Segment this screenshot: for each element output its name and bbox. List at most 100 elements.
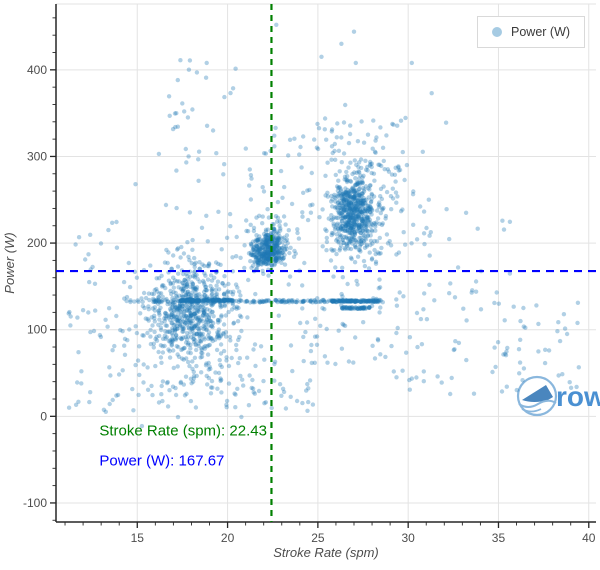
- scatter-point: [173, 327, 178, 332]
- scatter-point: [185, 304, 190, 309]
- scatter-point: [340, 297, 345, 303]
- scatter-point: [366, 195, 371, 200]
- scatter-point: [384, 232, 390, 237]
- scatter-point: [279, 260, 284, 265]
- scatter-point: [342, 207, 347, 212]
- scatter-point: [184, 297, 189, 303]
- scatter-point: [175, 306, 180, 311]
- scatter-point: [353, 191, 358, 196]
- scatter-point: [562, 326, 568, 331]
- scatter-point: [356, 225, 362, 230]
- scatter-point: [278, 299, 284, 305]
- scatter-point: [322, 307, 327, 312]
- scatter-point: [214, 298, 219, 303]
- scatter-point: [407, 387, 412, 392]
- scatter-point: [181, 335, 186, 340]
- scatter-point: [184, 282, 189, 288]
- scatter-point: [201, 280, 207, 285]
- scatter-point: [154, 286, 159, 292]
- scatter-point: [347, 189, 352, 194]
- scatter-point: [230, 292, 235, 297]
- scatter-point: [122, 352, 128, 357]
- scatter-point: [331, 299, 336, 304]
- scatter-point: [284, 246, 289, 252]
- scatter-point: [363, 167, 369, 172]
- scatter-point: [365, 203, 370, 208]
- scatter-point: [367, 183, 373, 188]
- scatter-point: [185, 334, 191, 339]
- scatter-point: [175, 319, 181, 324]
- scatter-point: [356, 223, 361, 228]
- scatter-point: [397, 167, 403, 173]
- scatter-point: [259, 262, 264, 267]
- scatter-point: [375, 299, 381, 304]
- scatter-point: [368, 204, 373, 210]
- scatter-point: [517, 360, 523, 365]
- scatter-point: [178, 335, 183, 341]
- scatter-point: [492, 345, 497, 350]
- scatter-point: [334, 251, 339, 257]
- scatter-point: [352, 306, 358, 311]
- scatter-point: [324, 137, 329, 142]
- scatter-point: [369, 212, 374, 217]
- scatter-point: [206, 330, 212, 335]
- scatter-point: [222, 298, 228, 303]
- scatter-point: [183, 298, 188, 304]
- scatter-point: [169, 299, 174, 304]
- scatter-point: [276, 249, 281, 254]
- scatter-point: [161, 283, 166, 288]
- scatter-point: [336, 228, 342, 234]
- scatter-point: [271, 243, 276, 248]
- scatter-point: [349, 298, 354, 304]
- scatter-point: [260, 241, 265, 246]
- scatter-point: [363, 306, 368, 311]
- scatter-point: [197, 318, 202, 323]
- scatter-point: [336, 185, 341, 190]
- scatter-point: [120, 368, 125, 373]
- scatter-point: [272, 237, 278, 242]
- scatter-point: [421, 307, 426, 312]
- scatter-point: [178, 301, 183, 306]
- scatter-point: [315, 121, 320, 127]
- scatter-point: [344, 298, 350, 303]
- scatter-point: [179, 293, 185, 298]
- scatter-point: [222, 297, 227, 302]
- scatter-point: [272, 229, 277, 234]
- scatter-point: [127, 284, 133, 290]
- scatter-point: [338, 211, 343, 216]
- scatter-point: [256, 247, 261, 252]
- scatter-point: [165, 404, 171, 409]
- scatter-point: [187, 315, 193, 320]
- scatter-point: [273, 214, 279, 219]
- scatter-point: [190, 298, 195, 304]
- scatter-point: [196, 298, 201, 304]
- scatter-point: [340, 191, 345, 197]
- scatter-point: [343, 234, 349, 239]
- scatter-point: [357, 186, 362, 192]
- scatter-point: [372, 356, 378, 361]
- scatter-point: [351, 237, 356, 242]
- scatter-point: [349, 256, 354, 262]
- scatter-point: [308, 298, 313, 303]
- scatter-point: [218, 342, 224, 347]
- scatter-point: [277, 246, 282, 251]
- scatter-point: [359, 298, 364, 303]
- scatter-point: [464, 318, 469, 323]
- scatter-point: [357, 210, 362, 215]
- scatter-point: [170, 339, 175, 345]
- scatter-point: [364, 197, 369, 202]
- scatter-point: [270, 230, 276, 235]
- scatter-point: [206, 336, 211, 341]
- scatter-point: [344, 207, 349, 212]
- scatter-point: [358, 224, 363, 229]
- scatter-point: [384, 189, 390, 195]
- scatter-point: [192, 324, 197, 329]
- scatter-point: [258, 261, 264, 267]
- scatter-point: [212, 299, 217, 305]
- scatter-point: [418, 204, 423, 209]
- scatter-point: [414, 375, 419, 380]
- scatter-point: [182, 345, 187, 351]
- scatter-point: [301, 334, 306, 340]
- scatter-point: [262, 401, 267, 406]
